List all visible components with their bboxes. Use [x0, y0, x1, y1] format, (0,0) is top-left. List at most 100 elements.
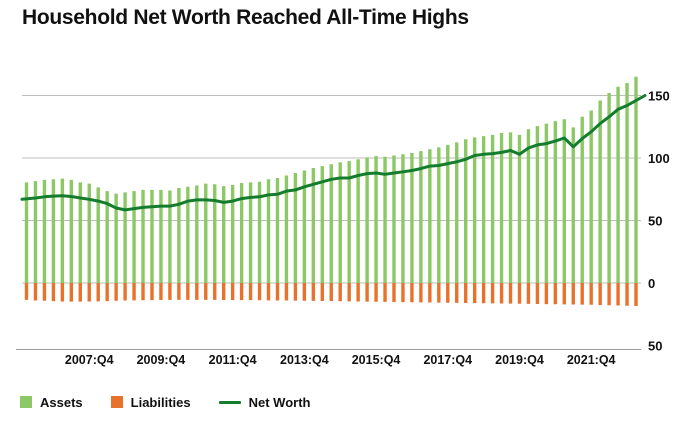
- assets-bar: [490, 134, 495, 283]
- liabilities-bar: [150, 283, 154, 301]
- assets-bar: [526, 129, 531, 283]
- assets-bar: [472, 137, 477, 283]
- assets-bar: [186, 186, 190, 283]
- net-worth-swatch: [218, 400, 241, 404]
- liabilities-bar: [33, 283, 38, 301]
- liabilities-bar: [320, 283, 324, 301]
- liabilities-bar: [562, 283, 566, 305]
- liabilities-bar: [141, 283, 145, 301]
- liabilities-bar: [96, 283, 100, 302]
- liabilities-bar: [598, 283, 602, 305]
- assets-bar: [150, 189, 154, 283]
- liabilities-bar: [347, 283, 351, 302]
- liabilities-bar: [428, 283, 432, 303]
- liabilities-bar: [526, 283, 531, 304]
- assets-bar: [33, 181, 38, 283]
- legend-item-assets: Assets: [20, 395, 83, 410]
- liabilities-bar: [114, 283, 118, 301]
- assets-bar: [51, 179, 56, 283]
- liabilities-bar: [213, 283, 217, 300]
- liabilities-bar: [401, 283, 405, 303]
- liabilities-bar: [625, 283, 629, 306]
- assets-bar: [401, 154, 405, 283]
- assets-bar: [257, 181, 262, 283]
- liabilities-bar: [69, 283, 74, 302]
- x-tick-label: 2007:Q4: [65, 353, 114, 367]
- assets-bar: [338, 162, 342, 283]
- liabilities-bar: [383, 283, 387, 302]
- liabilities-bar: [159, 283, 163, 300]
- assets-bar: [571, 127, 575, 283]
- assets-bar: [105, 191, 109, 283]
- liabilities-bar: [230, 283, 235, 300]
- y-tick-label: 0: [648, 276, 655, 291]
- assets-bar: [87, 183, 91, 283]
- liabilities-bar: [24, 283, 29, 300]
- assets-bar: [499, 133, 504, 283]
- liabilities-bar: [186, 283, 190, 300]
- assets-bar: [78, 182, 82, 283]
- liabilities-bar: [257, 283, 262, 301]
- assets-bar: [293, 173, 298, 283]
- liabilities-bar: [490, 283, 495, 304]
- liabilities-bar: [589, 283, 593, 305]
- x-tick-label: 2013:Q4: [280, 353, 329, 367]
- assets-bar: [329, 164, 333, 283]
- liabilities-bar: [544, 283, 549, 305]
- liabilities-bar: [472, 283, 477, 304]
- assets-bar: [634, 76, 638, 283]
- assets-bar: [60, 178, 65, 283]
- assets-bar: [419, 151, 423, 283]
- liabilities-bar: [553, 283, 558, 305]
- liabilities-bar: [302, 283, 307, 301]
- liabilities-bar: [168, 283, 172, 300]
- liabilities-bar: [356, 283, 360, 302]
- assets-bar: [230, 184, 235, 283]
- legend: Assets Liabilities Net Worth: [20, 392, 338, 412]
- assets-bar: [392, 155, 396, 283]
- assets-bar: [428, 149, 432, 283]
- liabilities-bar: [517, 283, 522, 304]
- assets-bar: [508, 132, 513, 283]
- liabilities-bar: [446, 283, 450, 303]
- liabilities-swatch: [110, 396, 123, 408]
- assets-bar: [24, 182, 29, 283]
- assets-bar: [356, 159, 360, 283]
- liabilities-bar: [571, 283, 575, 305]
- assets-bar: [517, 134, 522, 283]
- liabilities-bar: [60, 283, 65, 302]
- liabilities-bar: [105, 283, 109, 302]
- assets-bar: [221, 186, 226, 283]
- assets-bar: [598, 100, 602, 283]
- assets-bar: [625, 83, 629, 283]
- assets-bar: [365, 157, 369, 283]
- liabilities-bar: [634, 283, 638, 306]
- assets-bar: [114, 193, 118, 283]
- liabilities-bar: [132, 283, 136, 301]
- assets-bar: [437, 147, 441, 283]
- assets-bar: [159, 189, 163, 283]
- assets-bar: [607, 93, 611, 283]
- assets-bar: [320, 166, 324, 283]
- assets-bar: [544, 123, 549, 283]
- legend-item-liabilities: Liabilities: [110, 395, 191, 410]
- legend-item-net-worth: Net Worth: [218, 395, 310, 410]
- liabilities-bar: [392, 283, 396, 302]
- assets-bar: [239, 183, 244, 283]
- y-tick-label: 150: [648, 89, 670, 104]
- liabilities-bar: [463, 283, 468, 303]
- assets-bar: [195, 185, 199, 283]
- assets-swatch: [20, 396, 32, 408]
- liabilities-bar: [410, 283, 414, 303]
- y-tick-label: 100: [648, 151, 670, 166]
- liabilities-bar: [374, 283, 378, 302]
- assets-bar: [141, 189, 145, 283]
- liabilities-bar: [419, 283, 423, 303]
- x-tick-label: 2011:Q4: [209, 353, 257, 367]
- assets-bar: [204, 183, 208, 283]
- assets-bar: [589, 110, 593, 283]
- chart-title: Household Net Worth Reached All-Time Hig…: [22, 6, 469, 29]
- liabilities-bar: [275, 283, 280, 301]
- assets-bar: [410, 153, 414, 283]
